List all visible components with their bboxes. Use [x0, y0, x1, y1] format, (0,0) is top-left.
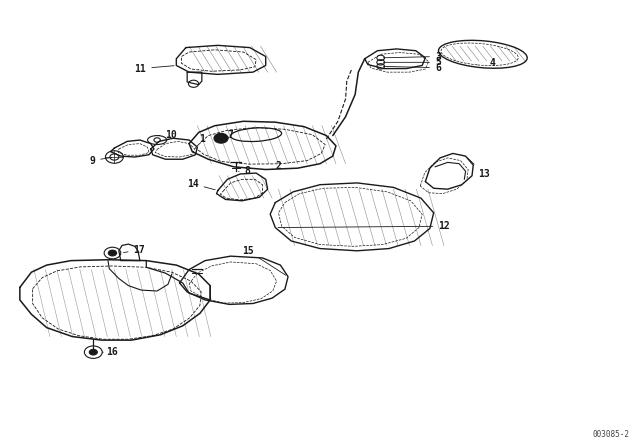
Text: 003085-2: 003085-2	[593, 430, 630, 439]
Text: 8: 8	[239, 166, 250, 177]
Text: 7: 7	[227, 129, 233, 140]
Text: 15: 15	[242, 246, 285, 275]
Circle shape	[89, 349, 97, 355]
Text: 13: 13	[468, 158, 490, 179]
Text: 4: 4	[489, 58, 495, 68]
Text: 2: 2	[275, 161, 281, 171]
Circle shape	[214, 134, 228, 143]
Text: 5: 5	[383, 57, 441, 67]
Text: 10: 10	[157, 129, 177, 140]
Circle shape	[111, 252, 114, 254]
Text: 1: 1	[198, 134, 205, 144]
Text: 16: 16	[102, 347, 118, 357]
Circle shape	[108, 250, 116, 256]
Text: 6: 6	[383, 63, 441, 73]
Text: 9: 9	[90, 155, 111, 166]
Text: 3: 3	[383, 52, 441, 61]
Text: 12: 12	[278, 221, 450, 231]
Text: 14: 14	[187, 179, 215, 190]
Circle shape	[218, 137, 223, 140]
Circle shape	[92, 351, 95, 353]
Text: 11: 11	[134, 64, 174, 73]
Text: 17: 17	[124, 245, 145, 255]
